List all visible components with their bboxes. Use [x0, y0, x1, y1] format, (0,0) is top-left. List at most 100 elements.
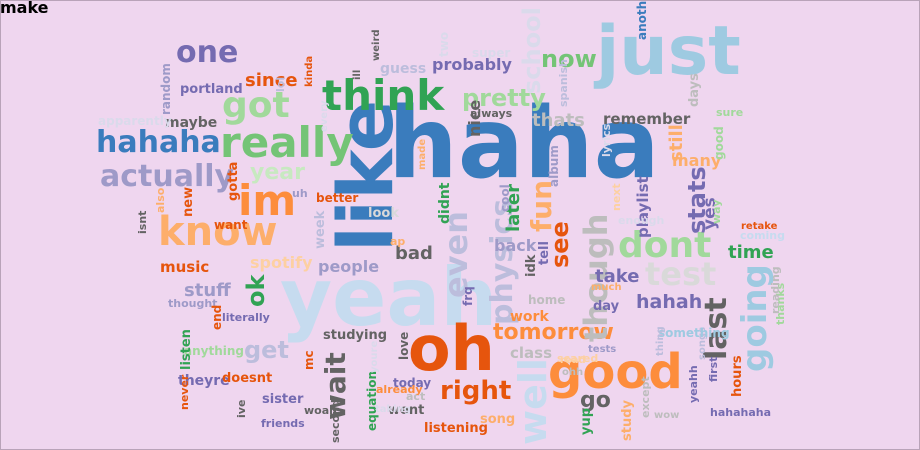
word: just — [596, 12, 741, 91]
word: act — [406, 390, 426, 403]
word: days — [687, 73, 702, 107]
word: even — [437, 210, 475, 298]
word: lol — [274, 76, 287, 92]
word: time — [728, 242, 774, 263]
word: pretty — [462, 84, 546, 112]
word: equation — [365, 370, 379, 431]
word: probably — [432, 55, 512, 74]
word: another — [635, 0, 649, 40]
word: make — [0, 0, 49, 17]
word: ill — [352, 69, 363, 80]
word: anything — [184, 344, 244, 358]
word: back — [494, 236, 537, 255]
word: remember — [603, 110, 691, 128]
word: weird — [371, 29, 382, 61]
word: got — [222, 85, 290, 126]
word: know — [158, 209, 278, 255]
word: lyrics — [600, 123, 613, 157]
word: second — [329, 399, 342, 443]
word: hahaha — [96, 125, 221, 160]
word: actually — [100, 159, 235, 194]
word: cool — [498, 184, 512, 212]
word: since — [245, 70, 298, 91]
word: thought — [168, 297, 218, 310]
word: new — [181, 186, 196, 217]
word: year — [250, 160, 305, 185]
word: album — [547, 145, 561, 187]
word: wow — [654, 410, 680, 421]
word: enough — [618, 214, 665, 227]
word: right — [440, 376, 512, 406]
word: made — [417, 138, 428, 170]
word: think — [322, 71, 445, 120]
word: want — [214, 218, 248, 232]
word: im — [238, 176, 297, 225]
word: gotta — [226, 161, 241, 201]
word: people — [318, 257, 380, 276]
word: portland — [180, 82, 243, 97]
word: spanish — [557, 59, 570, 107]
word: youre — [369, 340, 380, 373]
word: dont — [618, 225, 712, 266]
word: song — [480, 412, 516, 427]
word: super — [472, 46, 511, 60]
word: hahahaha — [710, 406, 772, 419]
word: work — [510, 309, 549, 325]
word: thats — [532, 110, 585, 131]
word: friends — [261, 417, 305, 430]
word: uh — [292, 187, 308, 200]
word: oh — [408, 312, 495, 385]
word: yeah — [280, 251, 498, 344]
word: way — [710, 199, 723, 224]
word: reading — [769, 266, 782, 314]
word: stuff — [184, 280, 231, 301]
word: spotify — [250, 253, 313, 272]
word: also — [154, 187, 167, 213]
word: good — [712, 126, 726, 160]
word: day — [593, 299, 620, 314]
word: apparently — [98, 114, 172, 128]
word: theyre — [178, 373, 230, 389]
word: except — [639, 376, 652, 418]
word: today — [393, 376, 432, 390]
word: music — [160, 258, 210, 276]
word: two — [437, 31, 451, 57]
word: sure — [716, 106, 744, 119]
word: class — [510, 344, 553, 362]
word: ok — [242, 274, 270, 307]
word: ohh — [562, 367, 584, 378]
word: taking — [375, 404, 411, 415]
word: much — [591, 282, 622, 293]
word: home — [528, 293, 566, 307]
word: playlist — [634, 176, 652, 238]
word: frq — [461, 286, 475, 306]
word: one — [176, 35, 239, 70]
word: every — [319, 100, 330, 132]
word: literally — [222, 311, 270, 324]
word: thing — [655, 326, 666, 356]
word: fun — [525, 179, 558, 232]
word: yeahh — [687, 365, 700, 403]
word: love — [397, 331, 411, 360]
word: now — [541, 45, 597, 73]
word: sister — [262, 392, 304, 407]
word: yup — [579, 407, 594, 435]
word: isnt — [136, 210, 149, 234]
word: better — [316, 191, 359, 205]
word: read — [560, 355, 586, 366]
word: look — [368, 206, 399, 221]
word: haha — [388, 87, 660, 201]
word: school — [518, 7, 546, 94]
word: random — [159, 63, 173, 115]
word: maybe — [165, 115, 218, 131]
word: get — [244, 336, 289, 364]
word: scared — [557, 352, 599, 365]
word: retake — [741, 221, 778, 232]
word: take — [595, 266, 640, 287]
word: many — [672, 151, 722, 170]
word: ap — [390, 235, 406, 248]
word: kinda — [304, 55, 315, 87]
word: mc — [302, 350, 316, 370]
word: well — [511, 358, 555, 445]
